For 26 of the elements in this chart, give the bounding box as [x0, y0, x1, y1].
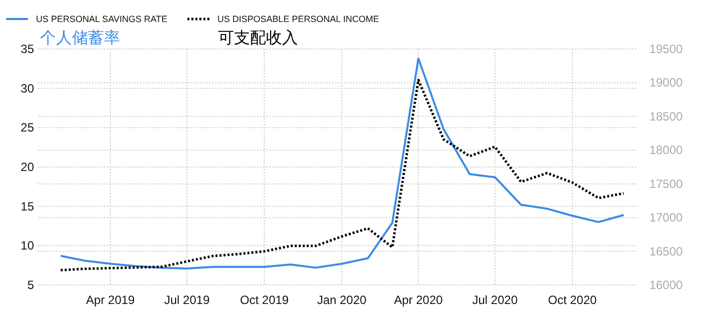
y-tick-label: 20 — [20, 160, 34, 174]
y-tick-label: 15 — [20, 199, 34, 214]
x-tick-label: Apr 2020 — [394, 293, 444, 307]
y-tick-label: 35 — [20, 42, 34, 56]
y2-tick-label: 17500 — [649, 176, 684, 191]
y-tick-label: 30 — [20, 81, 34, 96]
text: 可支配收入 — [218, 28, 298, 47]
x-tick-label: Jul 2019 — [164, 293, 210, 307]
x-tick-label: Jan 2020 — [317, 293, 367, 307]
y2-tick-label: 17000 — [649, 210, 684, 225]
legend-label: US DISPOSABLE PERSONAL INCOME — [217, 14, 380, 24]
x-tick-label: Oct 2020 — [548, 293, 598, 307]
legend-label: US PERSONAL SAVINGS RATE — [36, 14, 168, 24]
y2-tick-label: 16000 — [649, 278, 684, 292]
text: 个人储蓄率 — [40, 28, 120, 47]
y2-tick-label: 18500 — [649, 109, 684, 124]
x-tick-label: Jul 2020 — [472, 293, 518, 307]
y2-tick-label: 19500 — [649, 42, 684, 56]
x-tick-label: Apr 2019 — [86, 293, 136, 307]
y-tick-label: 5 — [27, 278, 34, 292]
x-tick-label: Oct 2019 — [240, 293, 290, 307]
y2-tick-label: 18000 — [649, 143, 684, 158]
y2-tick-label: 19000 — [649, 76, 684, 90]
y-tick-label: 10 — [20, 238, 34, 253]
y-tick-label: 25 — [20, 120, 34, 135]
y2-tick-label: 16500 — [649, 244, 684, 258]
